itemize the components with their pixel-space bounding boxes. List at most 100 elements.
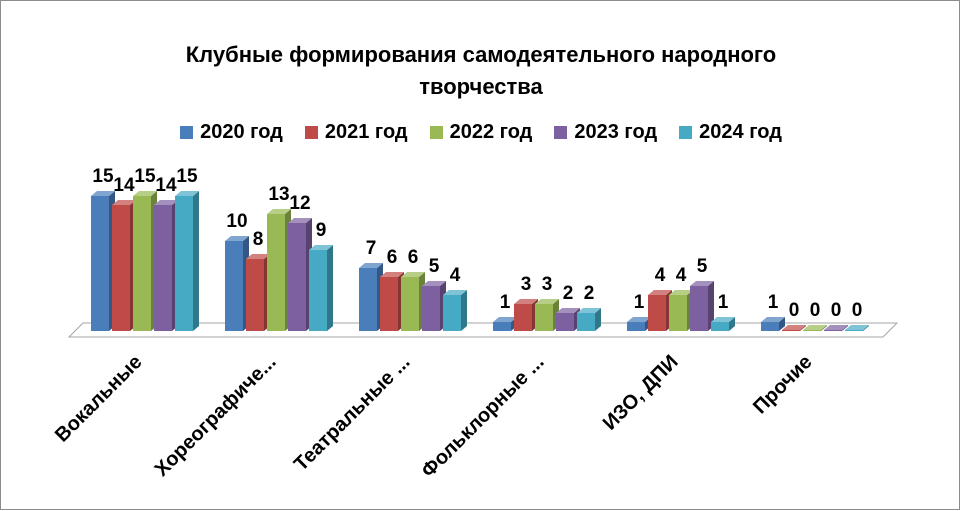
bar-front <box>761 322 779 331</box>
data-label: 3 <box>521 274 532 295</box>
legend-swatch <box>304 125 318 139</box>
legend-swatch <box>554 125 568 139</box>
bar-side <box>461 290 467 331</box>
legend-item: 2021 год <box>304 120 408 144</box>
bar-top <box>711 317 735 322</box>
bar-top <box>133 191 157 196</box>
bar-front <box>690 286 708 331</box>
bar-top <box>556 308 580 313</box>
data-label: 8 <box>253 229 264 250</box>
bar <box>761 317 785 331</box>
bar-front <box>401 277 419 331</box>
bar-side <box>863 325 869 331</box>
data-label: 4 <box>676 265 687 286</box>
data-label: 0 <box>831 300 842 321</box>
bar <box>669 290 693 331</box>
bar <box>380 272 404 331</box>
legend-label: 2022 год <box>449 120 533 143</box>
legend-swatch <box>429 125 443 139</box>
bar-front <box>803 330 821 331</box>
bar <box>627 317 651 331</box>
bar-front <box>133 196 151 331</box>
bar-top <box>803 325 827 330</box>
legend-label: 2021 год <box>324 120 408 143</box>
data-label: 0 <box>789 300 800 321</box>
data-label: 1 <box>768 292 779 313</box>
bar-top <box>761 317 785 322</box>
data-label: 14 <box>155 175 177 196</box>
chart-title-line-1: Клубные формирования самодеятельного нар… <box>185 42 777 67</box>
bar <box>175 191 199 331</box>
data-label: 5 <box>697 256 708 277</box>
data-label: 4 <box>655 265 666 286</box>
data-label: 9 <box>316 220 327 241</box>
bar-top <box>175 191 199 196</box>
bar-top <box>648 290 672 295</box>
bar <box>112 200 136 331</box>
bar-top <box>91 191 115 196</box>
data-label: 6 <box>387 247 398 268</box>
bar <box>648 290 672 331</box>
bar-front <box>514 304 532 331</box>
bar-front <box>112 205 130 331</box>
bar-top <box>845 325 869 330</box>
bar <box>824 325 848 331</box>
bar-side <box>327 245 333 331</box>
bar <box>577 308 601 331</box>
bar-front <box>443 295 461 331</box>
category-label: Фольклорные ... <box>417 351 548 482</box>
legend-item: 2023 год <box>554 121 657 144</box>
bar-side <box>595 308 601 331</box>
data-label: 2 <box>563 283 574 304</box>
bar-front <box>380 277 398 331</box>
bar-front <box>493 322 511 331</box>
bar <box>225 236 249 331</box>
bar-front <box>577 313 595 331</box>
legend-label: 2020 год <box>200 120 283 143</box>
bar-front <box>845 330 863 331</box>
data-label: 1 <box>500 292 511 313</box>
category-label: Прочие <box>749 351 816 418</box>
bar-side <box>800 325 806 331</box>
legend-label: 2023 год <box>574 120 658 143</box>
data-label: 14 <box>113 175 135 196</box>
data-label: 0 <box>852 300 863 321</box>
bar-front <box>309 250 327 331</box>
data-label: 5 <box>429 256 440 277</box>
data-label: 15 <box>92 166 114 187</box>
bar <box>803 325 827 331</box>
chart-legend: 2020 год 2021 год 2022 год 2023 год 2024 год <box>1 119 960 145</box>
data-label: 7 <box>366 238 377 259</box>
category-label: ИЗО, ДПИ <box>599 351 683 435</box>
bar <box>845 325 869 331</box>
data-label: 2 <box>584 283 595 304</box>
bar <box>690 281 714 331</box>
bar-top <box>627 317 651 322</box>
bar-top <box>577 308 601 313</box>
bar <box>359 263 383 331</box>
data-label: 4 <box>450 265 461 286</box>
bar <box>267 209 291 331</box>
bar-top <box>359 263 383 268</box>
bar-top <box>782 325 806 330</box>
bar <box>711 317 735 331</box>
bar-front <box>782 330 800 331</box>
bar-side <box>708 281 714 331</box>
bar-side <box>779 317 785 331</box>
bar-top <box>535 299 559 304</box>
bar-front <box>711 322 729 331</box>
data-label: 10 <box>226 211 247 232</box>
data-label: 6 <box>408 247 419 268</box>
data-label: 12 <box>289 193 310 214</box>
bar-front <box>225 241 243 331</box>
bar <box>401 272 425 331</box>
bar <box>514 299 538 331</box>
bar-front <box>824 330 842 331</box>
bar <box>133 191 157 331</box>
data-label: 13 <box>268 184 289 205</box>
bar-top <box>154 200 178 205</box>
bar <box>535 299 559 331</box>
bar-top <box>443 290 467 295</box>
